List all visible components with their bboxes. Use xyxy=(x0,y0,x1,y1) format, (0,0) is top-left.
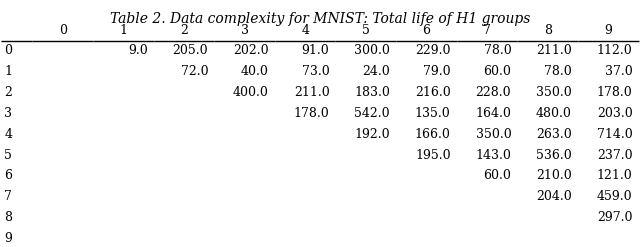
Text: Table 2. Data complexity for MNIST: Total life of H1 groups: Table 2. Data complexity for MNIST: Tota… xyxy=(110,12,530,26)
